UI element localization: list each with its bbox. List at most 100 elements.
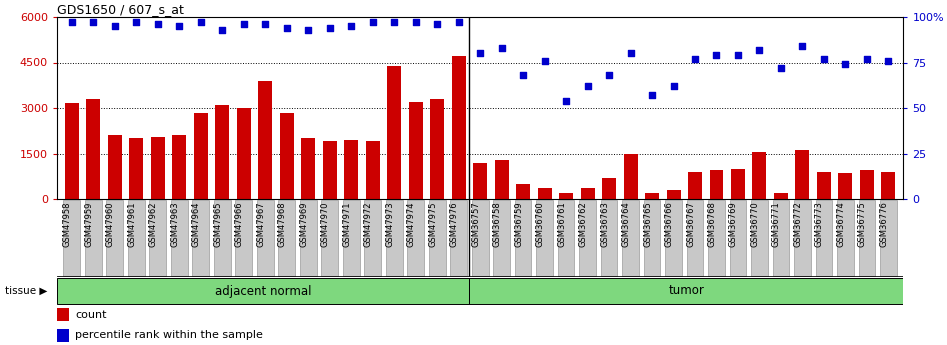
Text: adjacent normal: adjacent normal: [215, 285, 312, 297]
Bar: [259, 81, 272, 199]
FancyBboxPatch shape: [558, 200, 575, 276]
FancyBboxPatch shape: [536, 200, 553, 276]
Text: GSM36757: GSM36757: [471, 201, 480, 247]
FancyBboxPatch shape: [278, 200, 295, 276]
Bar: [387, 66, 402, 199]
FancyBboxPatch shape: [644, 200, 660, 276]
Text: GSM36774: GSM36774: [836, 201, 846, 247]
FancyBboxPatch shape: [470, 278, 903, 304]
FancyBboxPatch shape: [128, 200, 145, 276]
Text: GSM36770: GSM36770: [750, 201, 759, 247]
FancyBboxPatch shape: [106, 200, 123, 276]
FancyBboxPatch shape: [708, 200, 724, 276]
Text: GSM36762: GSM36762: [579, 201, 587, 247]
Point: [215, 27, 230, 32]
Text: tissue ▶: tissue ▶: [5, 286, 47, 296]
Bar: [301, 138, 315, 199]
Text: count: count: [76, 309, 107, 319]
Text: tumor: tumor: [669, 285, 705, 297]
Point: [645, 92, 660, 98]
Bar: [57, 329, 69, 342]
Point: [601, 72, 616, 78]
FancyBboxPatch shape: [665, 200, 682, 276]
FancyBboxPatch shape: [385, 200, 402, 276]
Point: [774, 65, 789, 71]
Text: GSM47959: GSM47959: [84, 201, 94, 247]
Point: [171, 23, 187, 29]
Point: [86, 20, 101, 25]
Point: [709, 52, 724, 58]
FancyBboxPatch shape: [515, 200, 531, 276]
Point: [494, 45, 509, 51]
Point: [623, 51, 638, 56]
Point: [193, 20, 208, 25]
Text: GSM47970: GSM47970: [321, 201, 330, 247]
FancyBboxPatch shape: [365, 200, 381, 276]
Bar: [709, 170, 724, 199]
Point: [666, 83, 681, 89]
Text: GSM36773: GSM36773: [815, 201, 824, 247]
FancyBboxPatch shape: [192, 200, 209, 276]
Bar: [237, 108, 251, 199]
Bar: [602, 178, 616, 199]
Bar: [344, 140, 358, 199]
Text: GSM47969: GSM47969: [299, 201, 308, 247]
Bar: [452, 57, 466, 199]
Bar: [838, 173, 852, 199]
Text: percentile rank within the sample: percentile rank within the sample: [76, 331, 263, 341]
Bar: [108, 135, 122, 199]
FancyBboxPatch shape: [57, 278, 470, 304]
Point: [730, 52, 745, 58]
Point: [515, 72, 530, 78]
Bar: [65, 104, 79, 199]
Point: [580, 83, 595, 89]
Text: GSM36768: GSM36768: [707, 201, 717, 247]
Bar: [494, 160, 509, 199]
Bar: [409, 102, 422, 199]
Point: [559, 98, 574, 104]
Point: [473, 51, 488, 56]
Text: GSM36776: GSM36776: [880, 201, 888, 247]
FancyBboxPatch shape: [472, 200, 489, 276]
FancyBboxPatch shape: [880, 200, 897, 276]
Bar: [86, 99, 100, 199]
Text: GSM47965: GSM47965: [213, 201, 223, 247]
FancyBboxPatch shape: [815, 200, 832, 276]
Text: GSM47975: GSM47975: [428, 201, 438, 247]
Bar: [215, 105, 229, 199]
Text: GSM47960: GSM47960: [106, 201, 115, 247]
FancyBboxPatch shape: [321, 200, 338, 276]
Point: [795, 43, 810, 49]
Text: GSM36767: GSM36767: [686, 201, 695, 247]
FancyBboxPatch shape: [343, 200, 360, 276]
Bar: [516, 184, 530, 199]
Bar: [688, 172, 702, 199]
Bar: [474, 162, 487, 199]
FancyBboxPatch shape: [687, 200, 704, 276]
FancyBboxPatch shape: [859, 200, 875, 276]
FancyBboxPatch shape: [751, 200, 768, 276]
Point: [258, 21, 273, 27]
Point: [300, 27, 315, 32]
Text: GSM47962: GSM47962: [149, 201, 158, 247]
Text: GSM47976: GSM47976: [450, 201, 458, 247]
FancyBboxPatch shape: [580, 200, 596, 276]
Text: GSM36761: GSM36761: [557, 201, 566, 247]
Bar: [623, 154, 637, 199]
Point: [386, 20, 402, 25]
Point: [537, 58, 552, 63]
Point: [881, 58, 896, 63]
Bar: [279, 112, 294, 199]
Point: [236, 21, 251, 27]
FancyBboxPatch shape: [493, 200, 510, 276]
Text: GSM36765: GSM36765: [643, 201, 652, 247]
Point: [408, 20, 423, 25]
Text: GSM36760: GSM36760: [536, 201, 545, 247]
Bar: [667, 190, 681, 199]
FancyBboxPatch shape: [600, 200, 617, 276]
Bar: [753, 152, 766, 199]
Bar: [774, 193, 788, 199]
FancyBboxPatch shape: [85, 200, 101, 276]
FancyBboxPatch shape: [837, 200, 854, 276]
Bar: [795, 150, 810, 199]
